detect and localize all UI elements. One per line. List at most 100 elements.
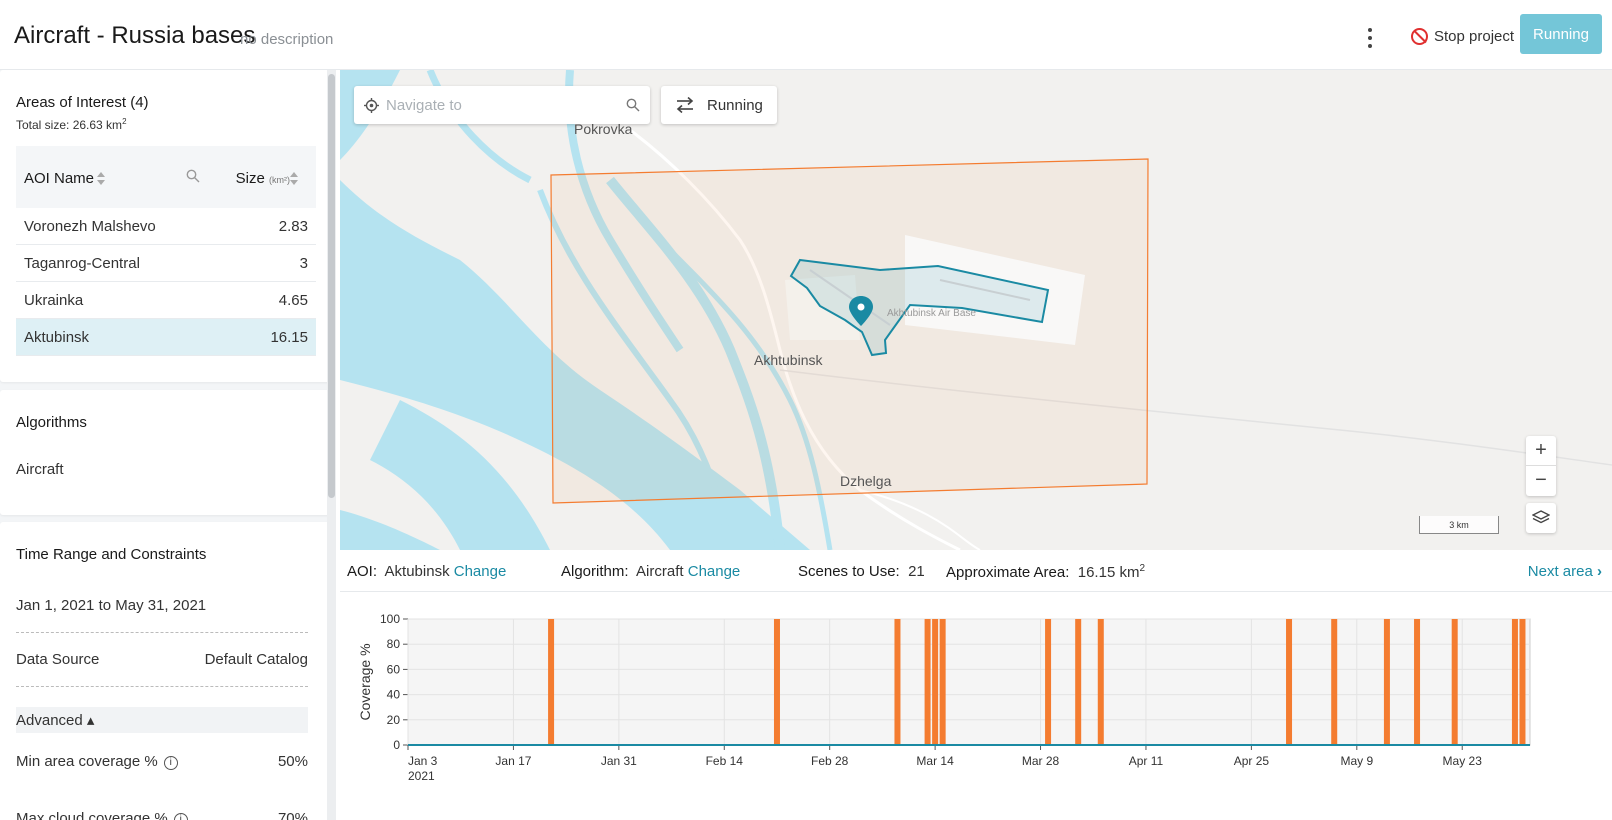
coverage-bar — [1331, 619, 1338, 745]
x-tick-label: Feb 14 — [706, 754, 744, 768]
coverage-bar — [1075, 619, 1082, 745]
coverage-bar — [1383, 619, 1390, 745]
x-tick-label: Jan 31 — [601, 754, 637, 768]
more-options-icon[interactable] — [1358, 24, 1382, 54]
coverage-chart: 0 20 40 60 80 100 Jan 3 2021 Jan 17 Jan 31 Feb 14 F… — [340, 593, 1612, 820]
map-pin-icon[interactable] — [849, 296, 873, 326]
change-aoi-link[interactable]: Change — [453, 563, 507, 580]
min-coverage-label: Min area coverage % — [16, 753, 158, 770]
coverage-bar — [1045, 619, 1052, 745]
zoom-in-button[interactable]: + — [1526, 436, 1556, 466]
stop-project-label: Stop project — [1434, 27, 1515, 45]
zoom-out-button[interactable]: − — [1535, 469, 1547, 491]
scale-bar: 3 km — [1419, 516, 1499, 534]
x-tick-label: May 23 — [1443, 754, 1483, 768]
coverage-bar — [894, 619, 901, 745]
aoi-panel: Areas of Interest (4) Total size: 26.63 … — [0, 70, 334, 382]
info-icon[interactable]: i — [163, 756, 178, 770]
coverage-bar — [924, 619, 931, 745]
max-cloud-value: 70% — [277, 810, 308, 820]
map-canvas[interactable] — [340, 70, 1612, 550]
aoi-row-selected[interactable]: Aktubinsk 16.15 — [16, 319, 316, 356]
y-tick-label: 40 — [387, 688, 401, 702]
algorithms-title: Algorithms — [16, 414, 87, 431]
scenes-info: Scenes to Use: 21 — [798, 563, 925, 580]
aoi-table: AOI Name Size (km²) Voronezh Malshevo 2.8… — [16, 146, 316, 356]
time-range-panel: Time Range and Constraints Jan 1, 2021 t… — [0, 522, 334, 820]
aoi-info: AOI: Aktubinsk Change — [347, 563, 507, 580]
layers-button[interactable] — [1526, 503, 1556, 533]
x-tick-label: Feb 28 — [811, 754, 849, 768]
y-tick-label: 20 — [387, 713, 401, 727]
min-coverage-value: 50% — [277, 753, 308, 770]
x-tick-label: May 9 — [1340, 754, 1373, 768]
coverage-bar — [773, 619, 780, 745]
advanced-toggle[interactable]: Advanced ▴ — [16, 707, 308, 733]
running-status-button[interactable]: Running — [1520, 14, 1602, 54]
project-title: Aircraft - Russia bases — [14, 22, 256, 49]
sort-name-icon[interactable] — [97, 172, 105, 186]
data-source-value: Default Catalog — [204, 651, 308, 668]
coverage-bar — [1286, 619, 1293, 745]
navigate-input[interactable] — [386, 94, 616, 116]
algorithm-item[interactable]: Aircraft — [16, 461, 64, 478]
coverage-bar — [1519, 619, 1526, 745]
col-aoi-name[interactable]: AOI Name — [24, 170, 95, 187]
sidebar-scrollbar[interactable] — [327, 70, 336, 820]
layers-icon — [1532, 510, 1550, 524]
coverage-bar — [1451, 619, 1458, 745]
swap-arrows-icon — [676, 97, 694, 113]
min-coverage-row[interactable]: Min area coverage % i 50% — [16, 753, 308, 770]
place-label: Dzhelga — [840, 473, 892, 489]
coverage-bar — [932, 619, 939, 745]
scrollbar-thumb[interactable] — [328, 74, 335, 498]
area-info: Approximate Area: 16.15 km2 — [946, 563, 1146, 581]
sidebar: Areas of Interest (4) Total size: 26.63 … — [0, 70, 336, 820]
y-tick-label: 60 — [387, 662, 401, 676]
info-bar: AOI: Aktubinsk Change Algorithm: Aircraf… — [340, 552, 1612, 592]
map-running-button[interactable]: Running — [661, 86, 777, 124]
y-tick-label: 80 — [387, 637, 401, 651]
aoi-row[interactable]: Voronezh Malshevo 2.83 — [16, 208, 316, 245]
coverage-bar — [1414, 619, 1421, 745]
coverage-bar — [939, 619, 946, 745]
col-size[interactable]: Size (km²) — [235, 170, 290, 187]
change-algorithm-link[interactable]: Change — [687, 563, 741, 580]
max-cloud-row[interactable]: Max cloud coverage % i 70% — [16, 810, 308, 820]
date-range[interactable]: Jan 1, 2021 to May 31, 2021 — [16, 597, 308, 633]
aoi-total-size: Total size: 26.63 km2 — [16, 117, 127, 132]
map-running-label: Running — [707, 97, 763, 114]
header: Aircraft - Russia bases no description S… — [0, 0, 1612, 70]
zoom-control: + − — [1526, 436, 1556, 496]
stop-icon — [1411, 27, 1428, 45]
place-label: Pokrovka — [574, 121, 633, 137]
data-source-label: Data Source — [16, 651, 100, 668]
algorithm-info: Algorithm: Aircraft Change — [561, 563, 741, 580]
search-icon[interactable] — [186, 169, 200, 183]
aoi-panel-title: Areas of Interest (4) — [16, 94, 149, 111]
next-area-link[interactable]: Next area › — [1527, 563, 1602, 580]
info-icon[interactable]: i — [173, 813, 188, 820]
search-icon[interactable] — [626, 98, 640, 112]
aoi-table-header: AOI Name Size (km²) — [16, 146, 316, 208]
place-label: Akhtubinsk — [754, 352, 823, 368]
sort-size-icon[interactable] — [290, 172, 298, 186]
place-label: Akhtubinsk Air Base — [887, 308, 976, 319]
stop-project-button[interactable]: Stop project — [1411, 24, 1514, 48]
aoi-row[interactable]: Ukrainka 4.65 — [16, 282, 316, 319]
navigate-box[interactable] — [354, 86, 650, 124]
y-tick-label: 0 — [393, 738, 400, 752]
y-tick-label: 100 — [380, 612, 400, 626]
aoi-row[interactable]: Taganrog-Central 3 — [16, 245, 316, 282]
map[interactable]: Pokrovka Akhtubinsk Akhtubinsk Air Base … — [340, 70, 1612, 550]
x-tick-label: Jan 17 — [495, 754, 531, 768]
x-tick-label: Apr 25 — [1234, 754, 1270, 768]
y-axis-label: Coverage % — [357, 643, 373, 720]
data-source-row[interactable]: Data Source Default Catalog — [16, 633, 308, 687]
locate-icon — [364, 98, 379, 113]
time-range-title: Time Range and Constraints — [16, 546, 207, 563]
project-description[interactable]: no description — [240, 31, 334, 48]
max-cloud-label: Max cloud coverage % — [16, 810, 168, 820]
x-tick-sublabel: 2021 — [408, 769, 435, 783]
